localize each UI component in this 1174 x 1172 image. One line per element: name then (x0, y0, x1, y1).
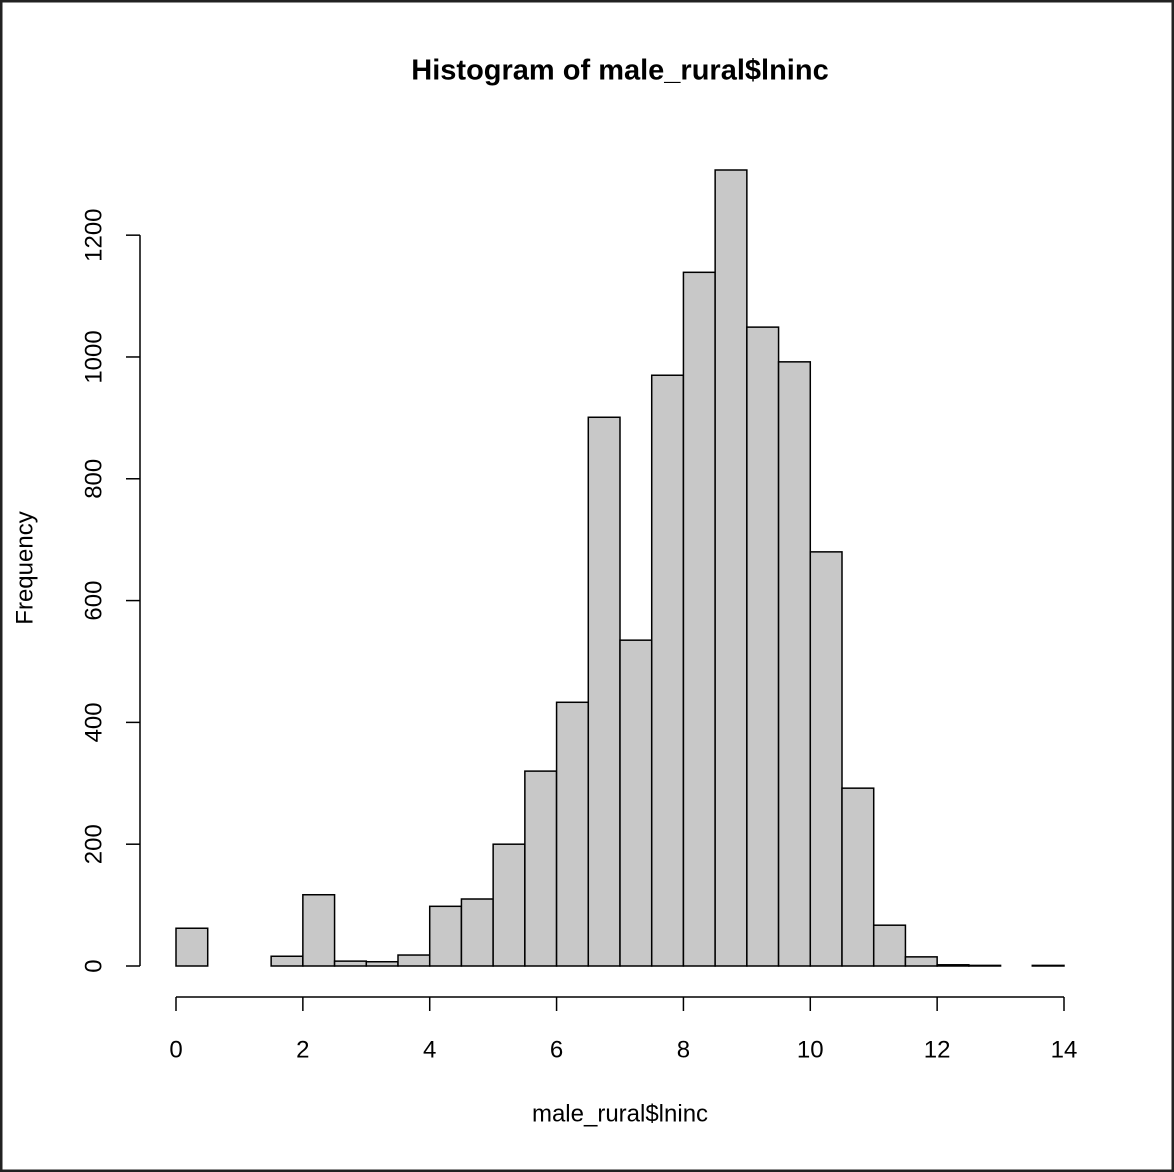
y-tick-label: 1200 (80, 208, 107, 261)
x-tick-label: 2 (296, 1036, 309, 1063)
bar (968, 964, 1002, 967)
bar (587, 416, 621, 967)
bar (428, 905, 463, 967)
bar (714, 169, 748, 967)
x-tick-label: 12 (924, 1036, 951, 1063)
bar (302, 893, 336, 967)
y-tick-label: 200 (80, 824, 107, 864)
bar (175, 927, 209, 967)
bar (333, 960, 368, 967)
bar (270, 955, 304, 967)
bar (397, 954, 431, 967)
bar (809, 551, 843, 967)
bar (365, 960, 399, 967)
bar (841, 787, 875, 967)
bar (872, 924, 907, 967)
x-tick-label: 14 (1051, 1036, 1078, 1063)
bar (650, 374, 685, 967)
bar (1031, 964, 1065, 967)
bar (492, 843, 526, 967)
x-tick-label: 8 (677, 1036, 690, 1063)
y-tick-label: 800 (80, 459, 107, 499)
chart-title: Histogram of male_rural$lninc (411, 55, 828, 87)
x-tick-label: 6 (550, 1036, 563, 1063)
bar (682, 271, 716, 967)
bar (746, 326, 780, 967)
x-tick-label: 0 (169, 1036, 182, 1063)
bar (555, 701, 590, 967)
y-axis-label: Frequency (11, 511, 38, 624)
bar (904, 956, 938, 967)
y-tick-label: 600 (80, 581, 107, 621)
x-axis-label: male_rural$lninc (532, 1100, 708, 1127)
bar (524, 770, 558, 967)
bar (619, 639, 653, 967)
y-tick-label: 1000 (80, 330, 107, 383)
y-tick-label: 400 (80, 702, 107, 742)
x-tick-label: 10 (797, 1036, 824, 1063)
bar (936, 964, 970, 967)
bar (777, 361, 812, 967)
bar (460, 898, 494, 967)
y-tick-label: 0 (80, 959, 107, 972)
x-tick-label: 4 (423, 1036, 436, 1063)
